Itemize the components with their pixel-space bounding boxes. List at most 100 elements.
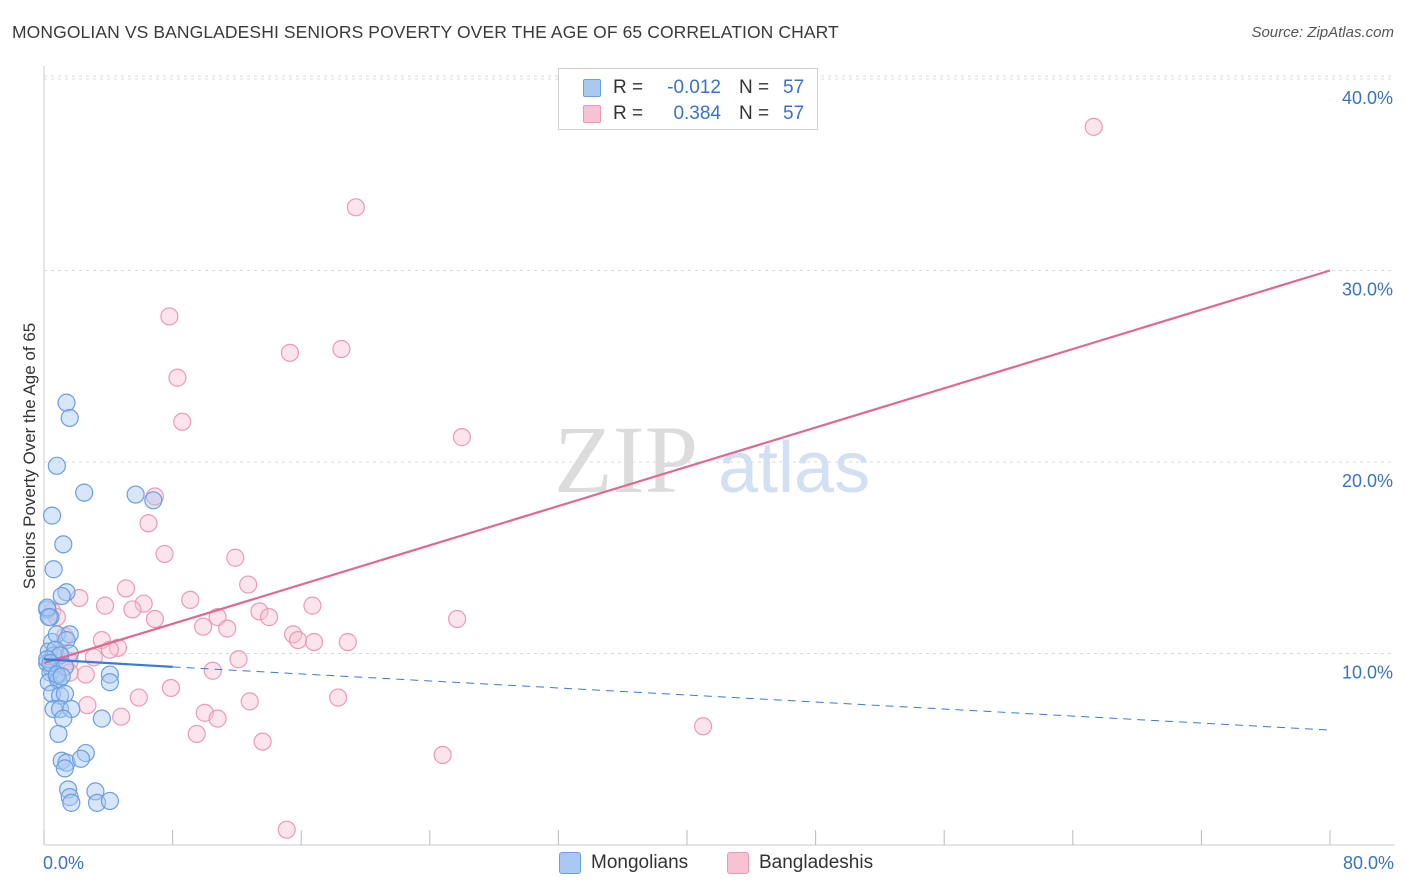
bangladeshi-point [76,665,95,684]
y-axis-label: Seniors Poverty Over the Age of 65 [20,322,39,590]
y-tick-label: 40.0% [1342,88,1393,108]
bangladeshi-point [250,602,269,621]
bangladeshi-r-value: 0.384 [673,103,721,124]
bangladeshi-swatch [583,105,601,123]
mongolian-point [57,393,76,412]
mongolian-point [100,791,120,811]
mongolian-point [59,780,78,799]
r-label: R = [613,77,644,98]
bangladeshi-point [304,632,324,652]
mongolian-point [126,485,145,504]
bangladeshi-point [112,707,131,726]
legend-label-bangladeshis: Bangladeshis [759,852,874,873]
bangladeshi-point [332,339,351,359]
mongolian-point [47,625,66,644]
mongolian-trend-extension [172,666,1331,731]
y-tick-label: 10.0% [1342,663,1393,683]
bangladeshi-point [280,343,300,362]
gridlines [44,75,1395,654]
bangladeshi-point [433,745,452,765]
mongolian-n-value: 57 [783,77,805,98]
bangladeshi-point [181,590,200,609]
bangladeshi-point [1084,117,1103,136]
mongolian-point [60,625,79,644]
bangladeshi-point [338,632,357,652]
mongolian-point [75,483,94,502]
mongolian-swatch [559,852,581,874]
bangladeshi-point [240,692,259,711]
bangladeshi-point [173,412,192,431]
legend-row-bangladeshis: R = 0.384 N = 57 [583,103,804,125]
bangladeshi-point [346,198,365,217]
mongolian-point [92,709,111,728]
legend-item-bangladeshis[interactable]: Bangladeshis [727,852,873,874]
mongolian-r-value: -0.012 [667,77,721,98]
bangladeshi-point [259,608,279,627]
mongolian-point [54,709,73,728]
mongolian-point [44,560,63,579]
mongolian-point [52,586,71,606]
mongolian-trend-line [43,658,173,669]
n-label: N = [739,103,770,124]
watermark-zip: ZIP [554,406,698,513]
bangladeshi-point [218,619,237,638]
mongolian-point [49,724,68,744]
mongolian-point [71,749,91,768]
bangladeshi-point [155,544,174,564]
y-tick-labels: 10.0% 20.0% 30.0% 40.0% [1342,88,1393,683]
bangladeshi-point [203,661,222,680]
bangladeshi-point [139,514,158,533]
watermark: ZIP atlas [554,406,870,513]
legend-item-mongolians[interactable]: Mongolians [559,852,688,874]
bangladeshi-point [239,575,258,594]
bangladeshi-point [116,579,136,598]
legend-row-mongolians: R = -0.012 N = 57 [583,77,804,99]
bangladeshi-point [329,688,348,707]
bangladeshi-point [452,428,472,447]
mongolian-point [44,699,63,719]
bangladeshi-point [78,696,97,715]
mongolian-point [47,456,66,475]
series-legend: Mongolians Bangladeshis [0,852,1406,878]
mongolian-point [54,535,73,554]
chart-title: MONGOLIAN VS BANGLADESHI SENIORS POVERTY… [12,22,839,42]
y-tick-label: 30.0% [1342,280,1393,300]
mongolian-point [42,506,62,525]
mongolian-point [100,673,120,692]
bangladeshi-point [145,609,165,629]
mongolian-point [55,759,74,778]
r-label: R = [613,103,644,124]
bangladeshi-point [95,596,115,615]
legend-label-mongolians: Mongolians [591,852,689,873]
bangladeshi-point [448,609,467,629]
bangladeshi-point [253,732,272,751]
bangladeshi-point [134,594,153,613]
bangladeshi-point [194,617,213,636]
bangladeshi-point [129,688,148,707]
mongolian-point [39,608,58,627]
mongolian-swatch [583,79,601,97]
bangladeshi-point [303,596,322,615]
bangladeshi-point [693,717,713,736]
mongolian-point [76,743,95,763]
bangladeshi-point [208,709,227,728]
bangladeshi-point [277,820,296,839]
mongolian-point [100,665,120,684]
x-axis-min-label: 0.0% [43,853,85,873]
bangladeshi-swatch [727,852,749,874]
bangladeshi-trend-line [43,269,1331,665]
bangladeshi-point [123,600,142,619]
x-axis-max-label: 80.0% [1342,853,1394,873]
bangladeshi-point [160,307,179,326]
mongolian-point [55,684,74,703]
watermark-atlas: atlas [718,428,870,508]
bangladeshi-n-value: 57 [783,103,805,124]
correlation-legend: R = -0.012 N = 57 R = 0.384 N = 57 [558,68,818,130]
bangladeshi-point [168,368,187,387]
source-label: Source: ZipAtlas.com [1251,24,1394,41]
mongolian-points [38,393,163,812]
y-tick-label: 20.0% [1342,471,1393,491]
bangladeshi-point [288,630,308,650]
bangladeshi-point [161,678,181,698]
